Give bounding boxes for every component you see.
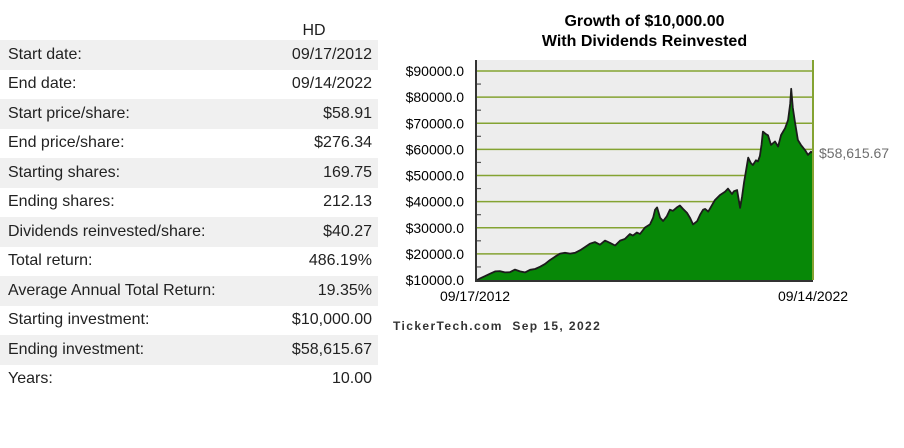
y-tick-label: $70000.0 [406, 115, 465, 131]
growth-area-plot: $10000.0 $20000.0 $30000.0 $40000.0 $50000.0… [406, 60, 889, 304]
row-label: Dividends reinvested/share: [8, 222, 206, 240]
row-label: Average Annual Total Return: [8, 281, 216, 299]
end-value-annotation: $58,615.67 [819, 145, 889, 161]
y-tick-label: $20000.0 [406, 246, 465, 262]
table-row: Average Annual Total Return: 19.35% [0, 276, 378, 306]
table-row: Dividends reinvested/share: $40.27 [0, 217, 378, 247]
row-value: 10.00 [331, 370, 372, 388]
row-value: 09/17/2012 [291, 45, 372, 63]
row-value: $58,615.67 [291, 340, 372, 358]
row-label: Starting investment: [8, 311, 150, 329]
y-tick-label: $50000.0 [406, 168, 465, 184]
table-row: Ending shares: 212.13 [0, 188, 378, 218]
y-tick-label: $60000.0 [406, 141, 465, 157]
row-value: 212.13 [323, 193, 372, 211]
y-tick-label: $10000.0 [406, 272, 465, 288]
growth-area [477, 88, 813, 280]
row-value: $276.34 [314, 134, 372, 152]
table-row: Total return: 486.19% [0, 247, 378, 277]
table-row: Ending investment: $58,615.67 [0, 335, 378, 365]
results-table: HD Start date: 09/17/2012 End date: 09/14/… [0, 22, 378, 394]
table-rows: Start date: 09/17/2012 End date: 09/14/202… [0, 40, 378, 394]
ticker-symbol: HD [302, 22, 326, 39]
y-tick-label: $80000.0 [406, 89, 465, 105]
row-label: End price/share: [8, 134, 125, 152]
growth-chart: Growth of $10,000.00 With Dividends Rein… [385, 0, 904, 448]
table-header: HD [0, 22, 378, 40]
row-value: 19.35% [317, 281, 372, 299]
row-value: 169.75 [323, 163, 372, 181]
growth-line [476, 87, 814, 281]
table-header-symbol: HD [250, 22, 378, 40]
x-tick-label-end: 09/14/2022 [778, 288, 848, 304]
row-value: 09/14/2022 [291, 75, 372, 93]
table-row: Start price/share: $58.91 [0, 99, 378, 129]
row-label: Total return: [8, 252, 93, 270]
row-value: $58.91 [323, 104, 372, 122]
y-tick-label: $90000.0 [406, 63, 465, 79]
row-label: Years: [8, 370, 53, 388]
table-header-spacer [0, 22, 250, 40]
table-row: Start date: 09/17/2012 [0, 40, 378, 70]
table-row: End price/share: $276.34 [0, 129, 378, 159]
y-tick-label: $40000.0 [406, 194, 465, 210]
table-row: Years: 10.00 [0, 365, 378, 395]
row-value: $10,000.00 [291, 311, 372, 329]
table-row: End date: 09/14/2022 [0, 70, 378, 100]
x-tick-label-start: 09/17/2012 [440, 288, 510, 304]
chart-title: Growth of $10,000.00 With Dividends Rein… [385, 12, 904, 52]
chart-title-line2: With Dividends Reinvested [541, 33, 748, 50]
row-label: Starting shares: [8, 163, 121, 181]
y-tick-label: $30000.0 [406, 220, 465, 236]
row-label: End date: [8, 75, 77, 93]
row-label: Ending shares: [8, 193, 115, 211]
row-label: Start price/share: [8, 104, 130, 122]
row-label: Ending investment: [8, 340, 145, 358]
table-row: Starting investment: $10,000.00 [0, 306, 378, 336]
row-value: 486.19% [308, 252, 372, 270]
table-row: Starting shares: 169.75 [0, 158, 378, 188]
row-label: Start date: [8, 45, 82, 63]
source-credit: TickerTech.com Sep 15, 2022 [393, 319, 602, 333]
row-value: $40.27 [323, 222, 372, 240]
chart-title-line1: Growth of $10,000.00 [564, 13, 725, 30]
